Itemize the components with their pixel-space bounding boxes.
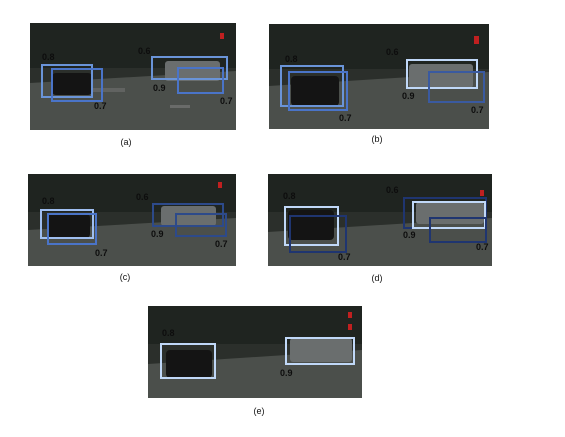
box-3 xyxy=(151,56,228,80)
van-right xyxy=(416,202,484,224)
panel-d: 0.8 0.6 0.9 0.7 0.7 xyxy=(268,174,492,266)
score-label: 0.8 xyxy=(285,54,298,64)
score-label: 0.7 xyxy=(220,96,233,106)
box-2 xyxy=(47,213,97,245)
score-label: 0.7 xyxy=(215,239,228,249)
score-label: 0.6 xyxy=(136,192,149,202)
car-left xyxy=(52,73,92,95)
van-right xyxy=(290,338,352,362)
score-label: 0.9 xyxy=(280,368,293,378)
van-right xyxy=(161,206,216,226)
box-4 xyxy=(412,201,486,229)
score-label: 0.6 xyxy=(386,185,399,195)
box-2 xyxy=(51,68,103,102)
score-label: 0.7 xyxy=(338,252,351,262)
score-label: 0.7 xyxy=(339,113,352,123)
box-4 xyxy=(428,71,485,103)
box-4 xyxy=(175,213,227,237)
caption-a: (a) xyxy=(120,137,132,147)
box-1 xyxy=(280,65,344,107)
score-label: 0.9 xyxy=(402,91,415,101)
detection-image-a: 0.8 0.6 0.9 0.7 0.7 xyxy=(30,23,236,130)
score-label: 0.9 xyxy=(151,229,164,239)
box-2 xyxy=(288,71,348,111)
car-left xyxy=(291,76,339,106)
box-2 xyxy=(289,215,347,253)
score-label: 0.6 xyxy=(138,46,151,56)
detection-image-c: 0.8 0.6 0.9 0.7 0.7 xyxy=(28,174,236,266)
detection-image-b: 0.8 0.6 0.9 0.7 0.7 xyxy=(269,24,489,129)
box-2 xyxy=(285,337,355,365)
caption-d: (d) xyxy=(371,273,383,283)
score-label: 0.8 xyxy=(42,52,55,62)
caption-c: (c) xyxy=(119,272,131,282)
car-left xyxy=(288,210,334,240)
box-1 xyxy=(160,343,216,379)
detection-image-d: 0.8 0.6 0.9 0.7 0.7 xyxy=(268,174,492,266)
score-label: 0.7 xyxy=(476,242,489,252)
score-label: 0.7 xyxy=(94,101,107,111)
box-3 xyxy=(406,59,478,89)
box-1 xyxy=(40,209,94,239)
score-label: 0.9 xyxy=(403,230,416,240)
caption-b: (b) xyxy=(371,134,383,144)
score-label: 0.8 xyxy=(42,196,55,206)
score-label: 0.8 xyxy=(283,191,296,201)
score-label: 0.9 xyxy=(153,83,166,93)
box-1 xyxy=(284,206,339,246)
panel-a: 0.8 0.6 0.9 0.7 0.7 xyxy=(30,23,236,130)
panel-b: 0.8 0.6 0.9 0.7 0.7 xyxy=(269,24,489,129)
score-label: 0.7 xyxy=(471,105,484,115)
car-left xyxy=(166,350,212,378)
score-label: 0.8 xyxy=(162,328,175,338)
box-4 xyxy=(177,67,224,94)
detection-image-e: 0.8 0.9 xyxy=(148,306,362,398)
car-left xyxy=(48,214,90,238)
score-label: 0.6 xyxy=(386,47,399,57)
score-label: 0.7 xyxy=(95,248,108,258)
box-5 xyxy=(429,217,487,243)
panel-e: 0.8 0.9 xyxy=(148,306,362,398)
panel-c: 0.8 0.6 0.9 0.7 0.7 xyxy=(28,174,236,266)
van-right xyxy=(409,64,473,88)
caption-e: (e) xyxy=(253,406,265,416)
box-1 xyxy=(41,64,93,98)
